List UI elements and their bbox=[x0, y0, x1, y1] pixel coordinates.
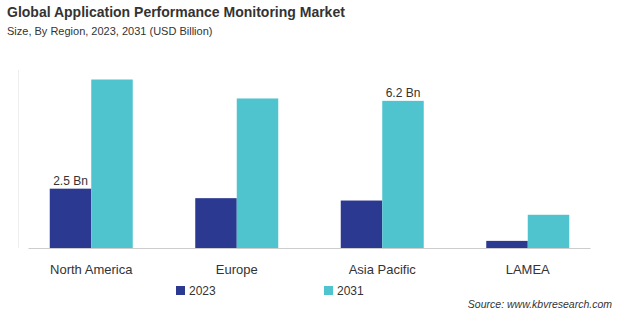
bar bbox=[528, 215, 570, 248]
x-tick-label: Asia Pacific bbox=[349, 262, 417, 277]
legend-swatch bbox=[176, 286, 185, 295]
bar bbox=[341, 201, 383, 248]
bar bbox=[195, 198, 237, 248]
bar bbox=[50, 189, 92, 248]
data-label: 6.2 Bn bbox=[386, 86, 421, 100]
bar bbox=[91, 79, 133, 248]
legend-label: 2031 bbox=[337, 284, 364, 298]
chart: Global Application Performance Monitorin… bbox=[0, 0, 619, 322]
bar bbox=[382, 101, 424, 248]
source: Source: www.kbvresearch.com bbox=[468, 298, 612, 310]
x-axis-line bbox=[29, 248, 591, 249]
data-labels: 2.5 Bn 6.2 Bn bbox=[53, 86, 420, 188]
bar bbox=[486, 241, 528, 248]
subtitle: Size, By Region, 2023, 2031 (USD Billion… bbox=[7, 25, 212, 37]
title: Global Application Performance Monitorin… bbox=[7, 4, 345, 20]
x-tick-label: LAMEA bbox=[506, 262, 550, 277]
legend-swatch bbox=[324, 286, 333, 295]
bar bbox=[237, 98, 279, 248]
legend: 2023 2031 bbox=[176, 284, 364, 298]
x-tick-label: North America bbox=[50, 262, 133, 277]
y-axis-line bbox=[18, 70, 19, 248]
legend-label: 2023 bbox=[189, 284, 216, 298]
data-label: 2.5 Bn bbox=[53, 174, 88, 188]
x-tick-label: Europe bbox=[216, 262, 258, 277]
bars bbox=[50, 79, 570, 248]
